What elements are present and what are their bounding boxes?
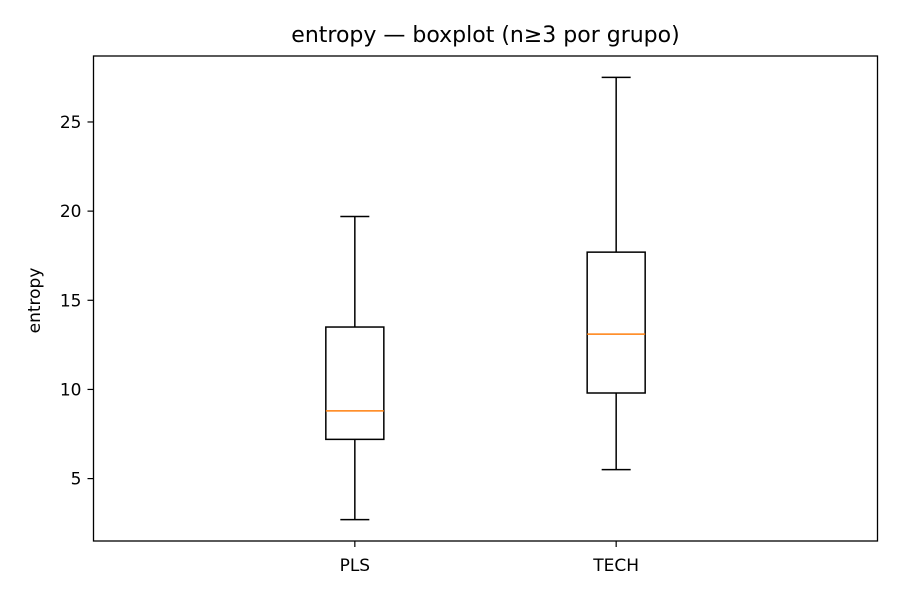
x-tick-label: PLS — [340, 556, 371, 576]
chart-title: entropy — boxplot (n≥3 por grupo) — [291, 23, 679, 48]
y-tick-label: 10 — [60, 380, 82, 400]
y-tick-label: 5 — [71, 470, 82, 490]
y-axis-label: entropy — [25, 268, 45, 334]
iqr-box — [325, 326, 385, 441]
y-tick-label: 15 — [60, 291, 82, 311]
box-group-tech — [586, 76, 646, 471]
box-group-pls — [325, 215, 385, 521]
axis-ticks: 5 10 15 20 25 PLS TECH — [60, 113, 639, 576]
y-tick-label: 25 — [60, 113, 82, 133]
iqr-box — [586, 251, 646, 394]
boxes — [325, 76, 646, 521]
y-tick-label: 20 — [60, 202, 82, 222]
plot-area-frame — [92, 55, 879, 542]
x-tick-label: TECH — [592, 556, 639, 576]
